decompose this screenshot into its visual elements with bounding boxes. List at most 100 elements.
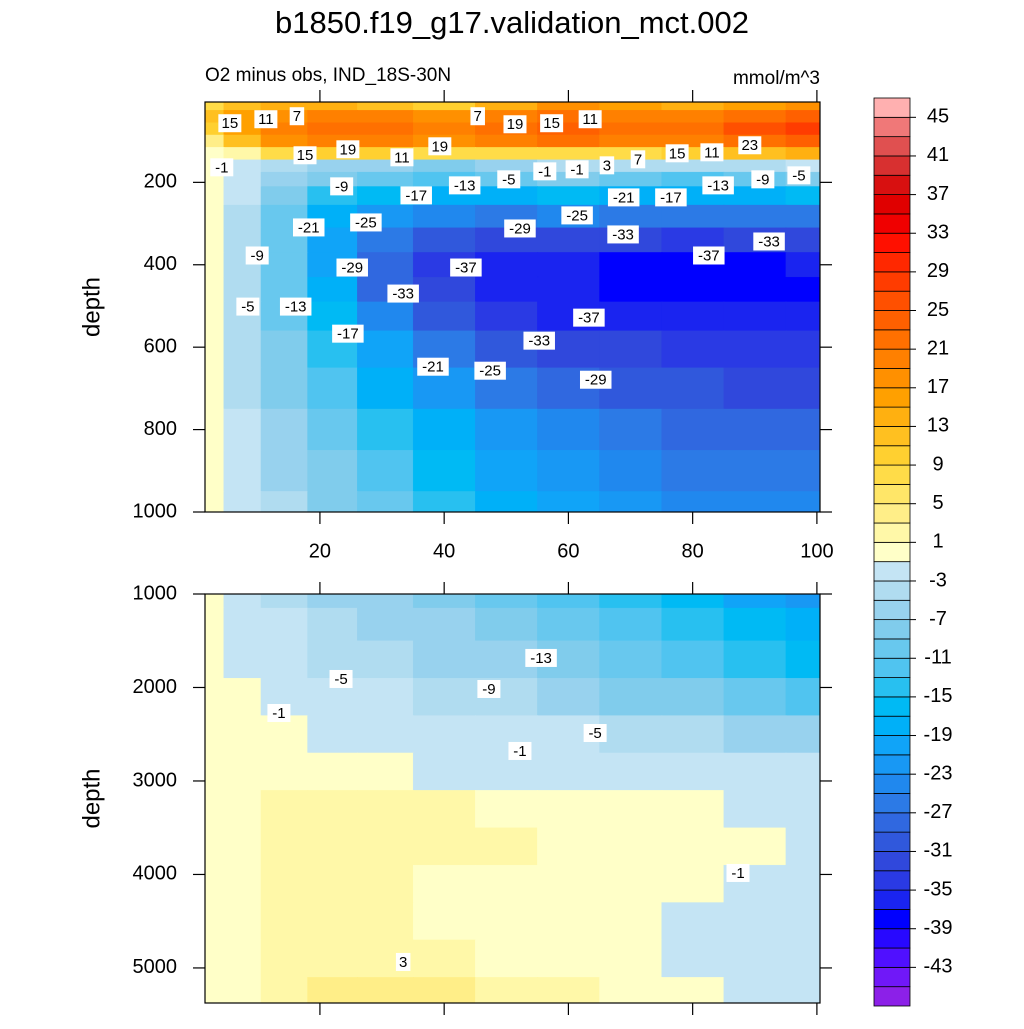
contour-label: -13 [530,650,552,667]
contour-label-box [210,158,234,177]
field-cell [599,594,663,609]
field-cell [723,122,787,136]
field-cell [205,677,225,717]
field-cell [723,939,787,979]
field-cell [412,159,476,173]
colorbar-box [873,754,911,775]
field-cell [599,864,663,904]
field-cell [475,864,539,904]
field-cell [412,110,476,124]
field-cell [260,902,309,941]
contour-label: -33 [612,226,634,243]
contour-label: -13 [285,299,307,316]
contour-label: 7 [293,108,301,125]
field-cell [661,276,725,303]
field-cell [661,408,725,451]
field-cell [661,752,725,792]
colorbar-box [873,155,911,176]
field-cell [785,677,820,717]
field-cell [357,715,414,754]
colorbar-label: 29 [927,260,949,282]
contour-label: -29 [341,259,363,276]
field-cell [599,276,663,303]
contour-label: 7 [634,151,642,168]
field-cell [260,640,309,679]
contour-label-box [450,258,482,277]
field-cell [357,977,414,1003]
field-cell [260,367,309,410]
colorbar-box [873,116,911,138]
field-cell [412,864,476,904]
field-cell [260,134,309,149]
field-cell [357,677,414,717]
colorbar-box [873,986,911,1007]
field-cell [785,640,820,679]
colorbar-box [873,619,911,640]
field-cell [723,102,787,111]
contour-label: 15 [222,115,239,132]
field-cell [599,134,663,149]
colorbar-box [873,812,911,833]
colorbar-label: -23 [924,762,953,784]
field-cell [412,790,476,829]
field-cell [223,204,262,229]
contour-label: -5 [334,671,347,688]
contour-label: 3 [399,954,407,971]
field-cell [205,594,225,609]
field-cell [357,790,414,829]
field-cell [785,134,820,149]
field-cell [223,790,262,829]
field-cell [537,827,601,866]
contour-label: -5 [241,299,254,316]
contour-label-box [254,110,278,129]
field-cell [260,450,309,493]
field-cell [599,204,663,229]
contour-label-box [738,136,762,155]
field-cell [599,790,663,829]
field-cell [357,640,414,679]
contour-label: -9 [482,681,495,698]
field-cell [785,450,820,493]
field-cell [307,607,358,642]
contour-label-box [400,186,432,205]
contour-label: -25 [479,363,501,380]
field-cell [537,607,601,642]
field-cell [357,827,414,866]
field-cell [785,301,820,332]
colorbar-label: -43 [924,956,953,978]
contour-label-box [579,370,612,389]
field-cell [357,902,414,941]
contour-label: -37 [698,247,720,264]
field-cell [785,594,820,609]
colorbar-box [873,522,911,543]
field-cell [223,902,262,941]
field-cell [307,408,358,451]
field-cell [599,939,663,979]
contour-label-box [336,258,368,277]
field-cell [205,607,225,642]
field-cell [223,607,262,642]
field-cell [307,752,358,792]
x-tick-label: 40 [433,540,455,562]
colorbar-label: -27 [924,801,953,823]
y-tick-label: 600 [144,335,177,357]
field-cell [357,102,414,111]
contour-label-box [533,162,557,181]
colorbar-box [873,271,911,292]
field-cell [475,607,539,642]
field-cell [661,594,725,609]
contour-label: -37 [455,259,477,276]
field-cell [357,491,414,512]
field-cell [223,186,262,206]
colorbar-label: 25 [927,299,949,321]
field-cell [661,122,725,136]
field-cell [412,204,476,229]
colorbar-box [873,677,911,698]
field-cell [223,102,262,111]
field-cell [785,186,820,206]
field-cell [599,491,663,512]
contour-label: -17 [337,326,359,343]
field-cell [205,102,225,111]
field-cell [723,902,787,941]
field-cell [661,977,725,1003]
